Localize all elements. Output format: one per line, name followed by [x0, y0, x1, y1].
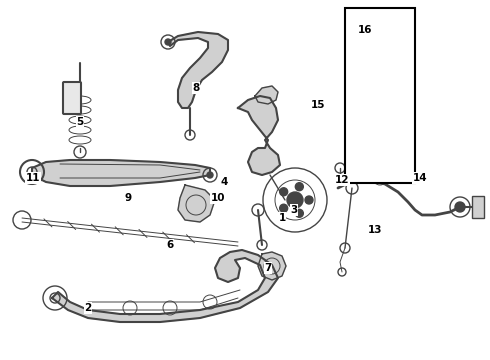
Bar	[345, 8, 415, 183]
Text: 9: 9	[124, 193, 131, 203]
Text: 3: 3	[291, 205, 297, 215]
Polygon shape	[168, 32, 228, 108]
Text: 12: 12	[335, 175, 349, 185]
Text: 4: 4	[220, 177, 228, 187]
Text: 15: 15	[311, 100, 325, 110]
Circle shape	[295, 183, 303, 191]
Circle shape	[295, 209, 303, 217]
Text: 5: 5	[76, 117, 84, 127]
Polygon shape	[52, 250, 278, 322]
Polygon shape	[255, 86, 278, 104]
Polygon shape	[32, 160, 210, 186]
Polygon shape	[178, 185, 215, 222]
FancyBboxPatch shape	[63, 82, 81, 114]
Text: 11: 11	[26, 173, 40, 183]
Text: 14: 14	[413, 173, 427, 183]
Text: 2: 2	[84, 303, 92, 313]
Circle shape	[280, 204, 288, 212]
Circle shape	[207, 172, 213, 178]
Polygon shape	[258, 252, 286, 280]
Text: 7: 7	[264, 263, 271, 273]
Circle shape	[455, 202, 465, 212]
Circle shape	[287, 192, 303, 208]
Circle shape	[305, 196, 313, 204]
Polygon shape	[238, 96, 280, 175]
Bar	[472, 196, 484, 218]
Text: 6: 6	[167, 240, 173, 250]
Circle shape	[165, 39, 171, 45]
Text: 10: 10	[211, 193, 225, 203]
Text: 16: 16	[358, 25, 372, 35]
Text: 13: 13	[368, 225, 382, 235]
Circle shape	[280, 188, 288, 196]
Text: 1: 1	[278, 213, 286, 223]
Text: 8: 8	[193, 83, 199, 93]
